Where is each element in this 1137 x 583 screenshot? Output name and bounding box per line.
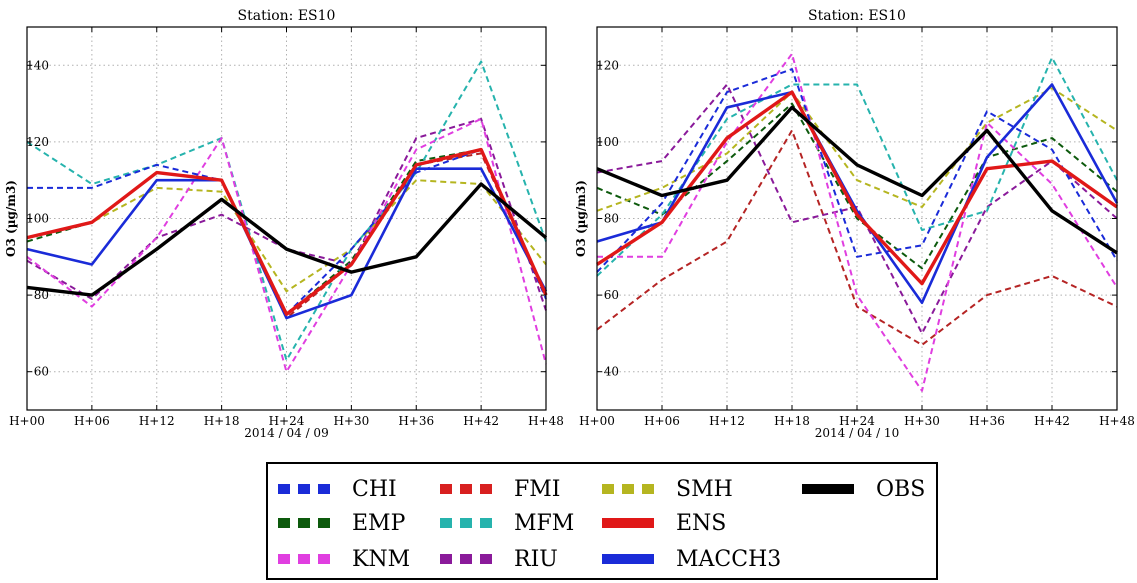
x-tick-label: H+24 xyxy=(269,414,305,428)
y-tick-label: 60 xyxy=(34,365,49,379)
x-tick-label: H+12 xyxy=(709,414,745,428)
legend-label: KNM xyxy=(352,546,411,572)
y-tick-label: 100 xyxy=(26,212,49,226)
series-line-ens xyxy=(596,90,1118,286)
legend-entry-chi: CHI xyxy=(278,474,397,504)
x-axis-label: 2014 / 04 / 10 xyxy=(815,426,899,440)
legend-swatch xyxy=(440,554,492,564)
legend-entry-smh: SMH xyxy=(602,474,733,504)
series-line-macch3 xyxy=(26,167,548,320)
legend-entry-macch3: MACCH3 xyxy=(602,544,781,574)
legend-entry-obs: OBS xyxy=(802,474,925,504)
y-tick-label: 120 xyxy=(26,135,49,149)
legend-label: CHI xyxy=(352,476,397,502)
series-line-emp xyxy=(596,102,1118,270)
legend: CHI EMP KNM FMI MFM RIU SMH ENS MACCH3 OBS xyxy=(266,462,938,580)
series-line-macch3 xyxy=(596,83,1119,305)
chart-panel-1: H+00 H+06 H+12 H+18 H+24 H+30 H+36 H+42 H+48 60 80… xyxy=(4,8,564,440)
legend-entry-mfm: MFM xyxy=(440,508,574,538)
series-line-smh xyxy=(26,179,547,293)
x-tick-label: H+06 xyxy=(644,414,680,428)
x-tick-label: H+18 xyxy=(774,414,810,428)
y-tick-label: 80 xyxy=(34,288,49,302)
x-tick-label: H+06 xyxy=(74,414,110,428)
y-tick-label: 100 xyxy=(596,135,619,149)
x-axis-label: 2014 / 04 / 09 xyxy=(244,426,328,440)
x-tick-label: H+00 xyxy=(9,414,45,428)
legend-entry-fmi: FMI xyxy=(440,474,560,504)
legend-label: MFM xyxy=(514,510,575,536)
legend-label: SMH xyxy=(676,476,733,502)
series-line-chi xyxy=(596,68,1118,273)
legend-label: OBS xyxy=(876,476,926,502)
chart-title: Station: ES10 xyxy=(808,8,906,24)
x-tick-label: H+00 xyxy=(579,414,615,428)
series-line-knm xyxy=(26,117,547,373)
x-tick-label: H+30 xyxy=(333,414,369,428)
x-tick-label: H+18 xyxy=(204,414,240,428)
chart-panel-2: H+00 H+06 H+12 H+18 H+24 H+30 H+36 H+42 H+48 40 60… xyxy=(574,8,1135,440)
legend-label: RIU xyxy=(514,546,558,572)
legend-swatch xyxy=(278,518,330,528)
series-line-fmi xyxy=(596,129,1118,346)
series-line-mfm xyxy=(26,60,547,362)
legend-swatch xyxy=(278,484,330,494)
legend-swatch xyxy=(440,484,492,494)
x-tick-label: H+42 xyxy=(463,414,499,428)
legend-label: ENS xyxy=(676,510,727,536)
x-tick-label: H+42 xyxy=(1034,414,1070,428)
x-tick-label: H+24 xyxy=(839,414,875,428)
y-axis-label: O3 (µg/m3) xyxy=(574,180,588,257)
legend-label: FMI xyxy=(514,476,561,502)
series-line-riu xyxy=(596,83,1118,335)
legend-swatch xyxy=(602,518,654,528)
series-line-smh xyxy=(596,87,1118,212)
legend-entry-emp: EMP xyxy=(278,508,405,538)
x-tick-label: H+48 xyxy=(528,414,564,428)
y-tick-label: 120 xyxy=(596,58,619,72)
series-line-ens xyxy=(26,147,548,316)
x-tick-label: H+48 xyxy=(1099,414,1135,428)
legend-swatch xyxy=(440,518,492,528)
figure-canvas: H+00 H+06 H+12 H+18 H+24 H+30 H+36 H+42 H+48 60 80… xyxy=(4,8,1135,440)
y-tick-label: 60 xyxy=(604,288,619,302)
series-line-obs xyxy=(26,182,548,297)
legend-label: EMP xyxy=(352,510,406,536)
y-tick-label: 40 xyxy=(604,365,619,379)
x-tick-label: H+30 xyxy=(904,414,940,428)
legend-swatch xyxy=(802,484,854,494)
legend-entry-ens: ENS xyxy=(602,508,726,538)
legend-swatch xyxy=(278,554,330,564)
x-tick-label: H+12 xyxy=(139,414,175,428)
x-tick-label: H+36 xyxy=(969,414,1005,428)
legend-swatch xyxy=(602,484,654,494)
legend-label: MACCH3 xyxy=(676,546,782,572)
y-tick-label: 140 xyxy=(26,58,49,72)
y-axis-label: O3 (µg/m3) xyxy=(4,180,18,257)
legend-entry-knm: KNM xyxy=(278,544,410,574)
series-line-obs xyxy=(596,105,1118,255)
y-tick-label: 80 xyxy=(604,212,619,226)
legend-entry-riu: RIU xyxy=(440,544,558,574)
chart-title: Station: ES10 xyxy=(238,8,336,24)
legend-swatch xyxy=(602,554,654,564)
x-tick-label: H+36 xyxy=(398,414,434,428)
